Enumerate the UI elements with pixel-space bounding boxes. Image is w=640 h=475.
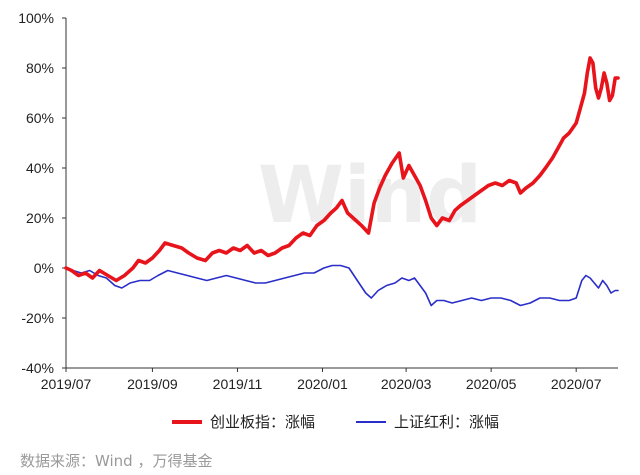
x-tick-label: 2020/05 [466,376,517,392]
x-tick-label: 2019/11 [213,376,263,392]
y-tick-label: 100% [18,10,54,26]
x-tick-label: 2020/01 [297,376,348,392]
legend-label-1: 创业板指：涨幅 [210,413,315,431]
x-tick-label: 2020/03 [381,376,432,392]
axes: 100% 80% 60% 40% 20% 0% -20% -40%2019/07 2019/09… [18,10,618,392]
x-tick-label: 2019/07 [41,376,92,392]
legend: 创业板指：涨幅 上证红利：涨幅 [172,413,499,431]
x-tick-label: 2020/07 [551,376,602,392]
y-tick-label: 60% [26,110,54,126]
series-layer [64,56,620,307]
source-note: 数据来源：Wind ，万得基金 [20,452,213,470]
y-tick-label: 80% [26,60,54,76]
y-tick-label: 40% [26,160,54,176]
y-tick-label: 20% [26,210,54,226]
legend-label-2: 上证红利：涨幅 [394,413,499,431]
series-line-2 [65,264,619,307]
x-tick-label: 2019/09 [127,376,178,392]
y-tick-label: -40% [21,360,54,376]
y-tick-label: 0% [34,260,54,276]
y-tick-label: -20% [21,310,54,326]
series-line-1 [64,56,620,283]
